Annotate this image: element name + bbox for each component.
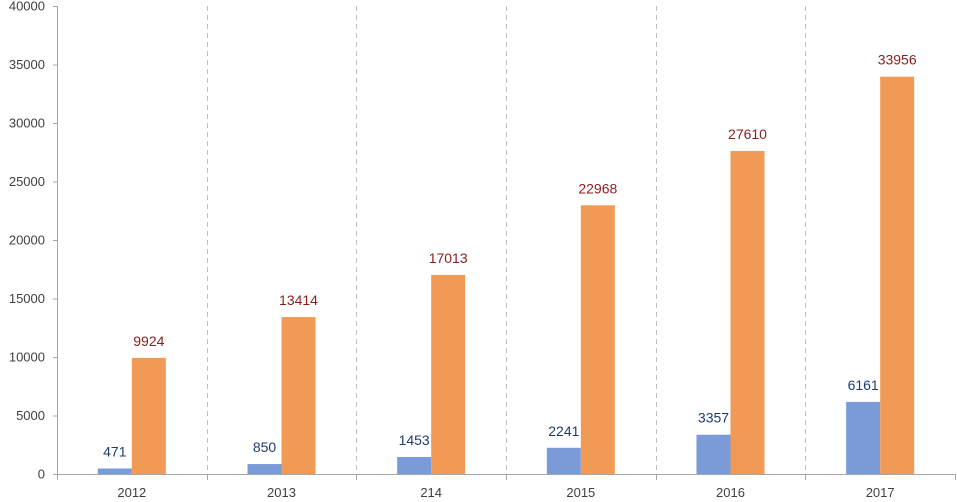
x-tick-label: 2012	[117, 485, 146, 500]
y-axis-ticks: 0 5000 10000 15000 20000 25000 30000 35000 40000	[9, 0, 57, 482]
data-labels: 471 9924 850 13414 1453 17013 2241 22968 3357 276…	[103, 52, 917, 460]
bar-series-1	[696, 434, 731, 474]
data-label-series-2: 17013	[429, 250, 468, 266]
bar-series-2	[131, 357, 166, 474]
data-label-series-1: 6161	[848, 377, 879, 393]
y-tick-label: 10000	[9, 350, 45, 365]
bar-series-1	[546, 447, 581, 474]
bars	[97, 76, 915, 475]
y-tick-label: 30000	[9, 116, 45, 131]
bar-series-2	[431, 274, 466, 474]
data-label-series-2: 27610	[728, 126, 767, 142]
data-label-series-1: 850	[253, 439, 277, 455]
data-label-series-1: 2241	[548, 423, 579, 439]
y-tick-label: 20000	[9, 233, 45, 248]
bar-series-2	[730, 150, 765, 474]
y-tick-label: 5000	[16, 408, 45, 423]
bar-series-2	[580, 205, 615, 474]
x-tick-label: 2017	[866, 485, 895, 500]
data-label-series-2: 22968	[578, 180, 617, 196]
x-tick-label: 2016	[716, 485, 745, 500]
data-label-series-1: 1453	[399, 432, 430, 448]
y-tick-label: 0	[38, 467, 45, 482]
y-tick-label: 15000	[9, 291, 45, 306]
category-separators	[57, 6, 956, 480]
bar-series-2	[281, 317, 316, 474]
x-tick-label: 214	[420, 485, 442, 500]
bar-series-1	[397, 456, 432, 474]
x-tick-label: 2015	[566, 485, 595, 500]
bar-series-2	[880, 76, 915, 475]
bar-series-1	[846, 401, 881, 474]
data-label-series-1: 471	[103, 443, 127, 459]
bar-series-1	[97, 468, 132, 474]
x-axis-ticks: 2012 2013 214 2015 2016 2017	[117, 485, 894, 500]
y-tick-label: 40000	[9, 0, 45, 14]
bar-series-1	[247, 464, 282, 474]
y-tick-label: 25000	[9, 174, 45, 189]
data-label-series-1: 3357	[698, 410, 729, 426]
y-tick-label: 35000	[9, 57, 45, 72]
data-label-series-2: 9924	[133, 333, 164, 349]
x-tick-label: 2013	[267, 485, 296, 500]
data-label-series-2: 13414	[279, 292, 318, 308]
data-label-series-2: 33956	[878, 52, 917, 68]
